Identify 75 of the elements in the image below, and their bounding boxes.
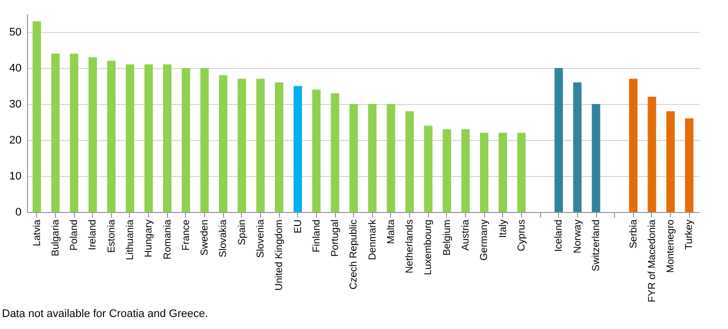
x-tick-label: France: [180, 219, 192, 251]
bar: [573, 82, 582, 212]
x-tick-label: Slovenia: [255, 219, 266, 258]
x-tick-label: United Kingdom: [274, 220, 286, 291]
bar: [107, 60, 116, 212]
x-tick-label: Lithuania: [124, 219, 136, 260]
bar: [648, 96, 656, 212]
x-tick-label: Czech Republic: [348, 220, 360, 290]
x-tick-label: Romania: [162, 219, 174, 260]
x-tick-label: Poland: [69, 220, 80, 251]
bar: [274, 82, 284, 212]
x-tick-label: Sweden: [200, 220, 211, 256]
bar: [480, 132, 488, 212]
x-tick-label: Italy: [498, 220, 509, 238]
x-tick-label: Switzerland: [591, 220, 602, 272]
x-tick-label: Austria: [460, 219, 472, 251]
bar: [349, 104, 358, 212]
bar: [144, 64, 153, 212]
bar: [32, 21, 41, 212]
x-tick-label: Cyprus: [516, 220, 528, 252]
bar: [182, 68, 190, 212]
bar: [330, 93, 340, 212]
bar: [554, 68, 563, 212]
bar: [405, 111, 414, 212]
bar: [70, 54, 78, 212]
x-tick-label: Spain: [236, 220, 248, 246]
x-tick-label: EU: [292, 220, 304, 234]
bar: [517, 132, 526, 212]
x-tick-label: Estonia: [106, 219, 118, 253]
bar: [238, 78, 246, 212]
x-tick-label: Slovakia: [218, 219, 230, 258]
y-tick-label: 20: [9, 134, 22, 146]
x-tick-label: Latvia: [32, 219, 43, 246]
bar: [163, 64, 172, 212]
bar: [629, 78, 638, 212]
bar: [592, 104, 600, 212]
bar: [368, 104, 377, 212]
y-tick-label: 30: [9, 98, 22, 110]
bar: [200, 68, 209, 212]
bar: [685, 118, 694, 212]
x-tick-label: Serbia: [628, 219, 640, 248]
x-tick-label: Portugal: [330, 220, 342, 257]
x-tick-label: Belgium: [442, 220, 453, 256]
text: Data not available for Croatia and Greece.: [1, 308, 210, 320]
x-tick-label: Luxembourg: [423, 220, 434, 276]
y-tick-label: 40: [9, 62, 22, 74]
bar: [424, 126, 432, 212]
x-tick-label: Hungary: [144, 220, 155, 258]
x-tick-label: FYR of Macedonia: [646, 219, 658, 302]
bar: [386, 104, 396, 212]
x-tick-label: Norway: [572, 220, 584, 254]
bar: [442, 129, 452, 212]
bar: [294, 86, 302, 212]
bar: [88, 57, 97, 212]
bar: [498, 132, 507, 212]
x-tick-label: Netherlands: [404, 220, 416, 274]
y-tick-label: 50: [9, 26, 22, 38]
bar: [666, 111, 675, 212]
x-tick-label: Montenegro: [666, 219, 677, 273]
bar: [461, 129, 470, 212]
x-tick-label: Iceland: [554, 220, 565, 252]
x-tick-label: Finland: [311, 220, 322, 252]
x-tick-label: Ireland: [88, 220, 99, 250]
y-tick-label: 0: [15, 206, 22, 218]
bar: [312, 90, 321, 212]
bar: [126, 64, 134, 212]
y-tick-label: 10: [9, 170, 22, 182]
bar: [219, 75, 228, 212]
x-tick-label: Germany: [479, 220, 490, 261]
bar: [256, 78, 265, 212]
x-tick-label: Turkey: [684, 220, 696, 250]
x-tick-label: Malta: [386, 219, 397, 244]
x-tick-label: Bulgaria: [50, 219, 62, 256]
bar: [51, 54, 60, 212]
x-tick-label: Denmark: [367, 218, 378, 260]
